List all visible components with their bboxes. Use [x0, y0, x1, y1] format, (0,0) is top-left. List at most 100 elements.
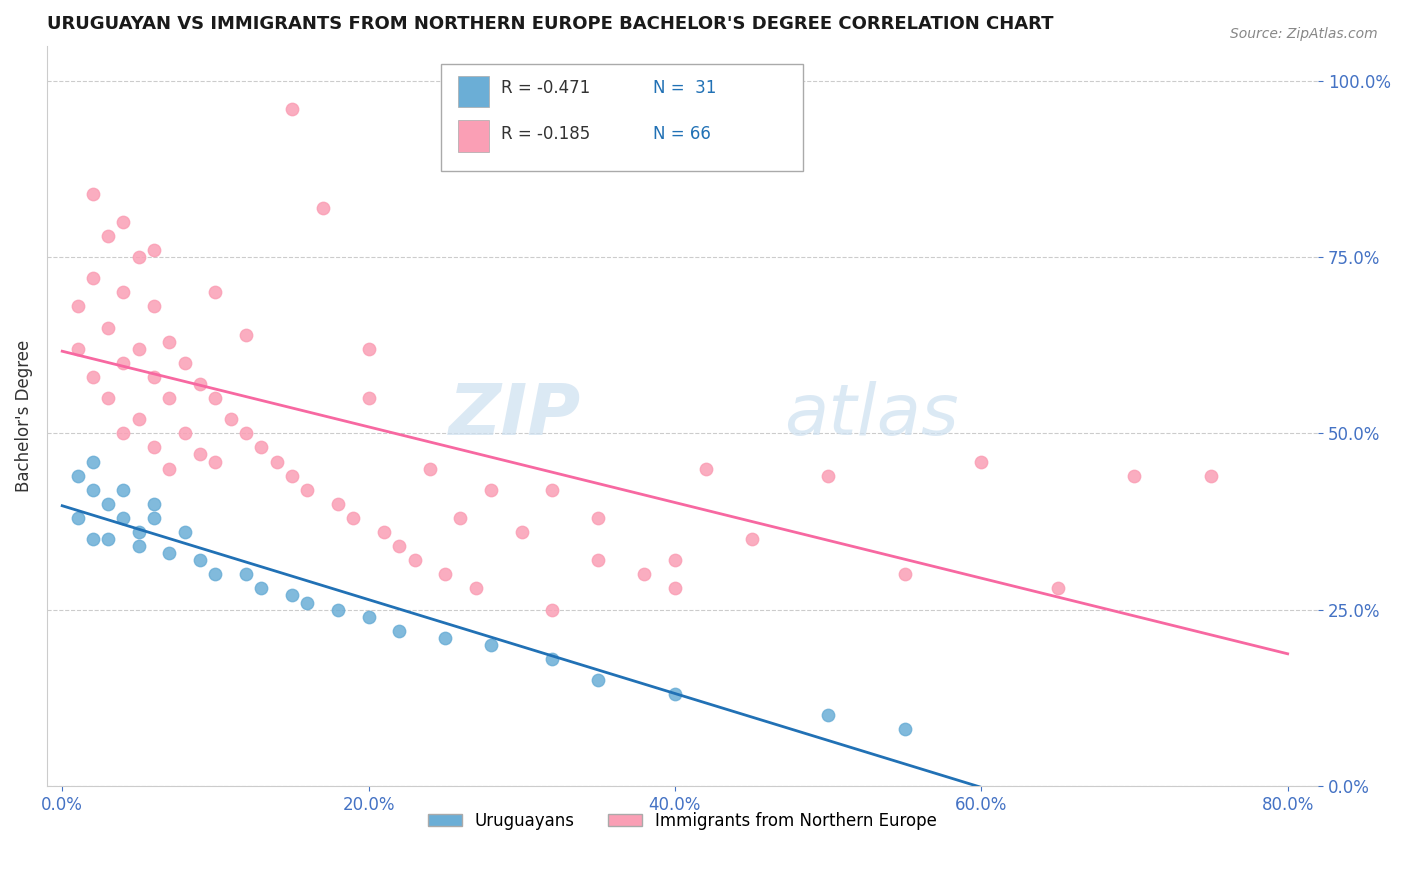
Point [434, 567, 457, 582]
Point [112, 215, 135, 229]
Point [82, 271, 104, 285]
Point [311, 201, 333, 215]
Point [817, 708, 839, 723]
Point [82, 454, 104, 468]
Point [204, 454, 226, 468]
Point [112, 426, 135, 441]
Point [741, 532, 763, 546]
FancyBboxPatch shape [457, 76, 489, 107]
Point [541, 483, 564, 497]
Point [357, 609, 380, 624]
Point [388, 539, 411, 553]
Point [664, 553, 686, 567]
Point [388, 624, 411, 638]
Point [479, 638, 502, 652]
Point [97, 532, 120, 546]
Point [695, 461, 717, 475]
Point [66, 300, 89, 314]
Point [588, 511, 610, 525]
Point [479, 483, 502, 497]
Point [434, 631, 457, 645]
Point [97, 497, 120, 511]
Point [235, 327, 257, 342]
Point [112, 483, 135, 497]
Point [143, 497, 166, 511]
Point [97, 229, 120, 244]
Point [97, 320, 120, 334]
Point [342, 511, 364, 525]
Legend: Uruguayans, Immigrants from Northern Europe: Uruguayans, Immigrants from Northern Eur… [422, 805, 943, 837]
Point [128, 250, 150, 264]
Point [297, 483, 319, 497]
Y-axis label: Bachelor's Degree: Bachelor's Degree [15, 340, 32, 491]
Text: N =  31: N = 31 [654, 78, 717, 97]
Point [82, 370, 104, 384]
Point [204, 567, 226, 582]
Point [1123, 468, 1146, 483]
Point [1199, 468, 1222, 483]
Point [159, 391, 181, 405]
Point [326, 602, 349, 616]
Text: URUGUAYAN VS IMMIGRANTS FROM NORTHERN EUROPE BACHELOR'S DEGREE CORRELATION CHART: URUGUAYAN VS IMMIGRANTS FROM NORTHERN EU… [46, 15, 1053, 33]
Point [204, 285, 226, 300]
Point [450, 511, 472, 525]
Text: ZIP: ZIP [449, 381, 581, 450]
Point [541, 652, 564, 666]
Point [817, 468, 839, 483]
Point [357, 391, 380, 405]
Point [588, 673, 610, 687]
Point [464, 582, 486, 596]
Point [66, 468, 89, 483]
Point [66, 511, 89, 525]
Point [281, 102, 304, 116]
Point [326, 497, 349, 511]
Point [112, 285, 135, 300]
Point [173, 356, 195, 370]
Point [664, 582, 686, 596]
Point [250, 441, 273, 455]
Point [281, 589, 304, 603]
Point [97, 391, 120, 405]
Point [173, 426, 195, 441]
Point [188, 377, 211, 392]
Point [66, 342, 89, 356]
Point [143, 441, 166, 455]
Point [633, 567, 655, 582]
Point [159, 334, 181, 349]
Text: R = -0.185: R = -0.185 [501, 126, 591, 144]
Point [188, 448, 211, 462]
Point [588, 553, 610, 567]
Point [357, 342, 380, 356]
Text: N = 66: N = 66 [654, 126, 711, 144]
Point [893, 723, 915, 737]
Point [1046, 582, 1069, 596]
Point [219, 412, 242, 426]
Point [143, 300, 166, 314]
Point [82, 532, 104, 546]
Point [82, 483, 104, 497]
FancyBboxPatch shape [457, 120, 489, 152]
Point [159, 546, 181, 560]
Point [143, 243, 166, 257]
FancyBboxPatch shape [441, 64, 803, 171]
Point [128, 342, 150, 356]
Point [143, 511, 166, 525]
Point [510, 524, 533, 539]
Point [173, 524, 195, 539]
Point [541, 602, 564, 616]
Point [128, 412, 150, 426]
Point [235, 426, 257, 441]
Point [281, 468, 304, 483]
Point [82, 186, 104, 201]
Point [893, 567, 915, 582]
Point [266, 454, 288, 468]
Point [188, 553, 211, 567]
Point [404, 553, 426, 567]
Point [128, 524, 150, 539]
Point [128, 539, 150, 553]
Text: Source: ZipAtlas.com: Source: ZipAtlas.com [1230, 27, 1378, 41]
Point [970, 454, 993, 468]
Text: atlas: atlas [785, 381, 959, 450]
Point [143, 370, 166, 384]
Point [112, 356, 135, 370]
